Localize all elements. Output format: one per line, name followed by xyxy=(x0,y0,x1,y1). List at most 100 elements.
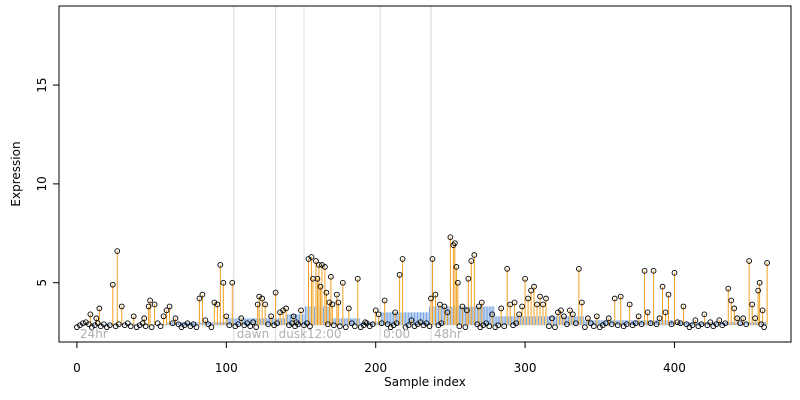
data-point xyxy=(293,319,300,326)
baseline-point xyxy=(668,321,675,328)
data-point xyxy=(147,297,153,304)
data-point xyxy=(444,309,451,316)
data-point xyxy=(531,283,537,290)
baseline-point xyxy=(581,324,588,331)
data-point xyxy=(163,307,170,314)
baseline-point xyxy=(713,321,720,328)
data-points xyxy=(74,234,770,331)
baseline-point xyxy=(100,321,107,328)
baseline-point xyxy=(564,321,570,328)
data-point xyxy=(452,240,458,247)
data-point xyxy=(308,254,315,260)
data-point xyxy=(641,267,648,274)
data-point xyxy=(396,271,403,278)
x-tick-label: 100 xyxy=(215,361,238,375)
baseline-point xyxy=(590,323,597,330)
data-point xyxy=(756,279,763,286)
data-point xyxy=(381,297,388,304)
data-point xyxy=(298,307,304,314)
baseline-point xyxy=(348,320,355,327)
data-point xyxy=(316,262,322,268)
baseline-point xyxy=(438,320,445,327)
data-point xyxy=(463,307,470,314)
baseline-point xyxy=(546,323,552,330)
data-point xyxy=(408,317,415,324)
baseline-point xyxy=(307,323,313,330)
data-point xyxy=(605,315,612,322)
baseline-point xyxy=(653,321,660,328)
data-point xyxy=(323,289,330,296)
baseline-point xyxy=(94,320,101,327)
data-point xyxy=(752,315,758,322)
peak-stems xyxy=(85,237,768,326)
data-point xyxy=(504,266,511,272)
data-point xyxy=(543,295,549,302)
baseline-point xyxy=(552,324,558,331)
data-point xyxy=(151,301,158,308)
data-point xyxy=(644,309,651,316)
data-point xyxy=(764,260,770,266)
data-point xyxy=(680,303,687,310)
baseline-point xyxy=(142,323,149,330)
baseline-point xyxy=(737,320,744,327)
baseline-point xyxy=(405,322,412,329)
baseline-point xyxy=(698,321,705,328)
data-point xyxy=(558,307,564,314)
section-labels: 24hr dawn dusk 12:00 0:00 48hr xyxy=(80,327,462,341)
data-point xyxy=(437,301,443,308)
section-dividers xyxy=(233,6,432,342)
baseline-point xyxy=(483,320,490,327)
data-point xyxy=(214,301,221,308)
data-point xyxy=(534,301,540,308)
data-point xyxy=(429,256,436,262)
data-point xyxy=(507,301,514,308)
baseline-point xyxy=(704,322,711,329)
baseline-point xyxy=(106,322,113,329)
data-point xyxy=(322,264,328,270)
baseline-point xyxy=(193,324,200,331)
baseline-point xyxy=(632,320,639,327)
data-point xyxy=(459,303,466,310)
baseline-point xyxy=(369,321,376,328)
data-point xyxy=(329,301,336,308)
baseline-point xyxy=(683,321,690,328)
data-point xyxy=(141,315,148,322)
baseline-point xyxy=(304,320,310,327)
baseline-point xyxy=(743,321,750,328)
data-point xyxy=(516,311,522,318)
data-point xyxy=(489,311,496,318)
data-point xyxy=(114,248,121,254)
baseline-point xyxy=(474,321,481,328)
y-tick-label: 5 xyxy=(35,279,49,287)
data-point xyxy=(528,287,534,294)
data-point xyxy=(659,283,666,290)
section-label: dusk xyxy=(279,327,307,341)
data-point xyxy=(432,291,439,298)
data-point xyxy=(220,279,227,286)
data-point xyxy=(671,269,678,276)
baseline-point xyxy=(235,321,242,328)
data-point xyxy=(701,311,708,318)
data-point xyxy=(109,281,116,288)
data-point xyxy=(498,305,505,312)
data-point xyxy=(611,295,618,302)
data-point xyxy=(455,279,461,286)
data-point xyxy=(96,305,103,312)
data-point xyxy=(626,301,633,308)
plot-frame xyxy=(58,5,792,343)
data-point xyxy=(196,295,203,302)
x-axis-title: Sample index xyxy=(384,375,466,389)
data-point xyxy=(662,309,669,316)
data-point xyxy=(549,315,555,322)
data-point xyxy=(716,317,723,324)
baseline-point xyxy=(190,321,197,328)
baseline-point xyxy=(157,323,164,330)
data-point xyxy=(665,291,672,298)
baseline-point xyxy=(244,320,251,327)
data-point xyxy=(345,305,352,312)
data-point xyxy=(160,313,167,320)
baseline-point xyxy=(351,323,358,330)
data-point xyxy=(525,295,531,302)
baseline-point xyxy=(148,324,155,331)
